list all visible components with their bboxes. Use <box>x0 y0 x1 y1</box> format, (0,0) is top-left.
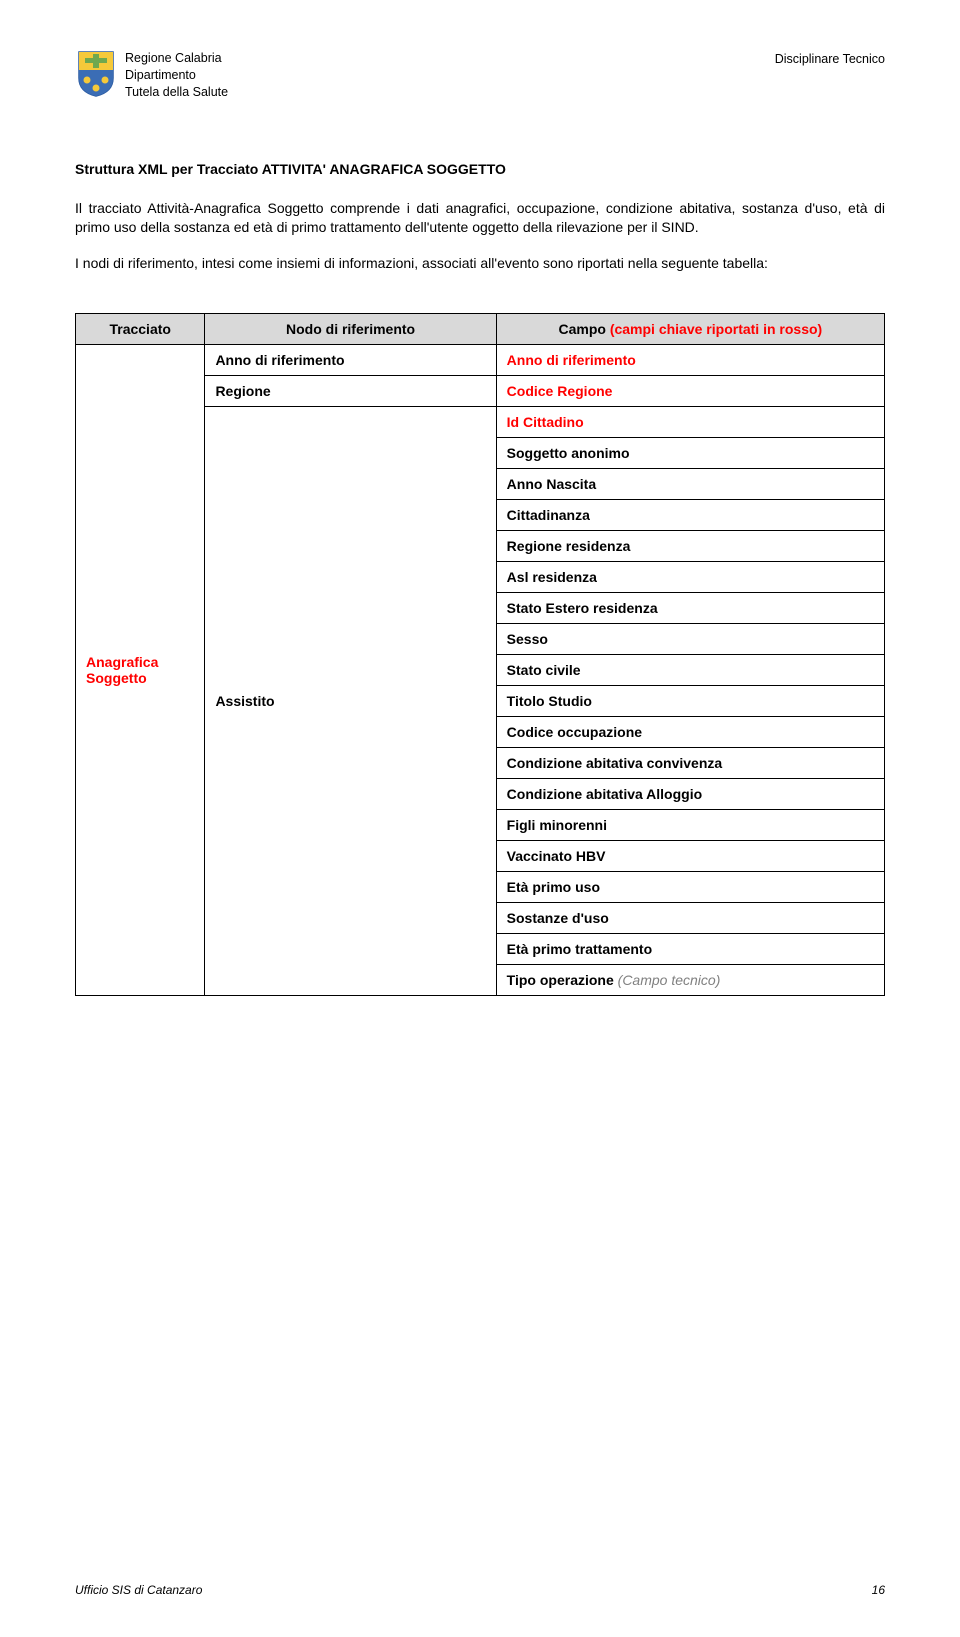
td-campo: Età primo trattamento <box>496 934 884 965</box>
org-line-3: Tutela della Salute <box>125 84 228 101</box>
td-campo: Titolo Studio <box>496 686 884 717</box>
td-nodo: Assistito <box>205 407 496 996</box>
section-title: Struttura XML per Tracciato ATTIVITA' AN… <box>75 161 885 177</box>
paragraph-1: Il tracciato Attività-Anagrafica Soggett… <box>75 199 885 238</box>
th-campo-prefix: Campo <box>558 321 609 337</box>
campo-tipo-label: Tipo operazione <box>507 972 618 988</box>
td-campo: Età primo uso <box>496 872 884 903</box>
td-campo: Sostanze d'uso <box>496 903 884 934</box>
tracciato-table: Tracciato Nodo di riferimento Campo (cam… <box>75 313 885 996</box>
header-left: Regione Calabria Dipartimento Tutela del… <box>75 50 228 101</box>
td-campo: Stato Estero residenza <box>496 593 884 624</box>
td-campo: Stato civile <box>496 655 884 686</box>
th-campo: Campo (campi chiave riportati in rosso) <box>496 314 884 345</box>
td-campo: Figli minorenni <box>496 810 884 841</box>
paragraph-2: I nodi di riferimento, intesi come insie… <box>75 254 885 274</box>
td-campo: Asl residenza <box>496 562 884 593</box>
td-campo: Soggetto anonimo <box>496 438 884 469</box>
header-doc-type: Disciplinare Tecnico <box>775 50 885 66</box>
td-campo: Anno di riferimento <box>496 345 884 376</box>
org-line-2: Dipartimento <box>125 67 228 84</box>
th-nodo: Nodo di riferimento <box>205 314 496 345</box>
table-header-row: Tracciato Nodo di riferimento Campo (cam… <box>76 314 885 345</box>
campo-tipo-note: (Campo tecnico) <box>618 972 721 988</box>
td-campo: Cittadinanza <box>496 500 884 531</box>
td-campo: Sesso <box>496 624 884 655</box>
td-campo: Codice occupazione <box>496 717 884 748</box>
footer-left: Ufficio SIS di Catanzaro <box>75 1583 202 1597</box>
td-campo: Vaccinato HBV <box>496 841 884 872</box>
table-body: AnagraficaSoggettoAnno di riferimentoAnn… <box>76 345 885 996</box>
page-content: Regione Calabria Dipartimento Tutela del… <box>0 0 960 1036</box>
page-footer: Ufficio SIS di Catanzaro 16 <box>75 1583 885 1597</box>
td-campo: Id Cittadino <box>496 407 884 438</box>
footer-page-number: 16 <box>872 1583 885 1597</box>
td-nodo: Anno di riferimento <box>205 345 496 376</box>
td-nodo: Regione <box>205 376 496 407</box>
td-tracciato: AnagraficaSoggetto <box>76 345 205 996</box>
th-campo-red: (campi chiave riportati in rosso) <box>610 321 822 337</box>
th-tracciato: Tracciato <box>76 314 205 345</box>
td-campo: Regione residenza <box>496 531 884 562</box>
td-campo: Tipo operazione (Campo tecnico) <box>496 965 884 996</box>
page-header: Regione Calabria Dipartimento Tutela del… <box>75 50 885 101</box>
td-campo: Codice Regione <box>496 376 884 407</box>
table-row: AnagraficaSoggettoAnno di riferimentoAnn… <box>76 345 885 376</box>
td-campo: Condizione abitativa Alloggio <box>496 779 884 810</box>
regione-calabria-logo <box>75 50 117 98</box>
header-org-block: Regione Calabria Dipartimento Tutela del… <box>125 50 228 101</box>
org-line-1: Regione Calabria <box>125 50 228 67</box>
td-campo: Condizione abitativa convivenza <box>496 748 884 779</box>
td-campo: Anno Nascita <box>496 469 884 500</box>
